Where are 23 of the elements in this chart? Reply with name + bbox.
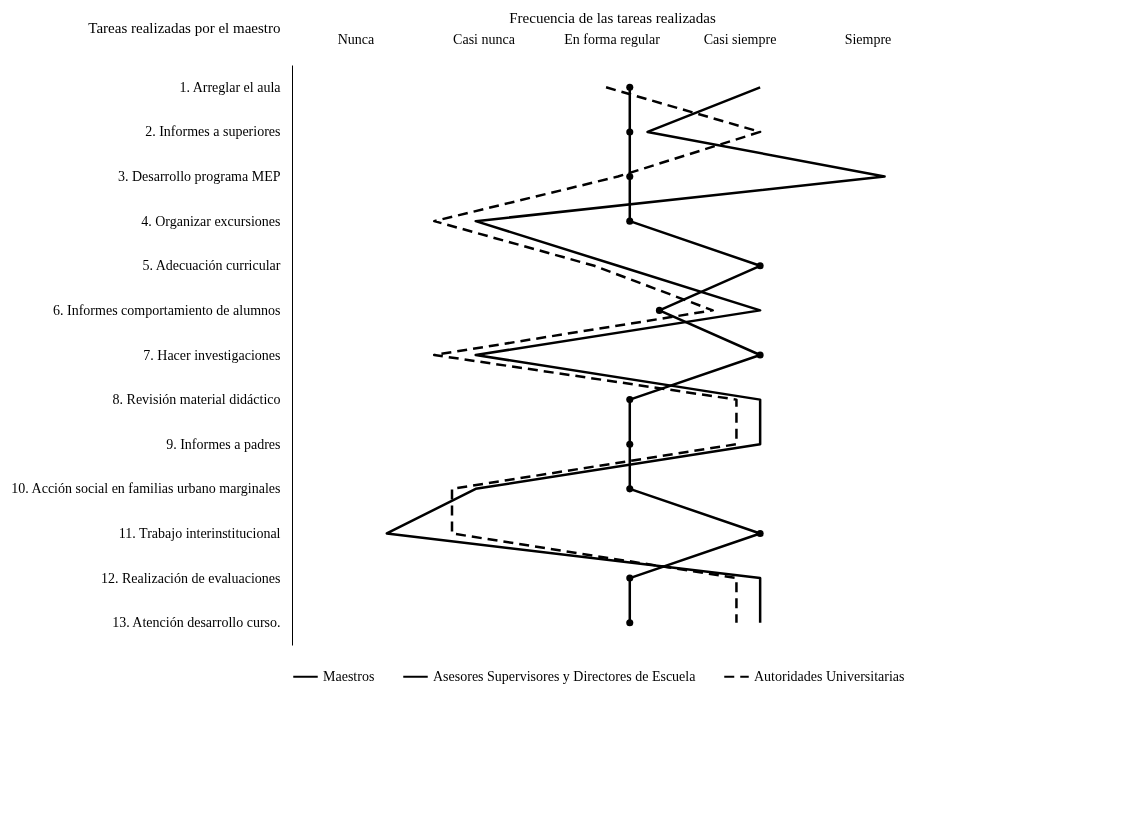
y-tick-label: 11. Trabajo interinstitucional <box>118 525 281 541</box>
y-tick-label: 3. Desarrollo programa MEP <box>117 169 281 185</box>
y-tick-label: 8. Revisión material didáctico <box>112 392 281 408</box>
y-tick-label: 6. Informes comportamiento de alumnos <box>53 302 281 318</box>
text: Nunca <box>337 32 376 47</box>
text: Siempre <box>844 32 892 47</box>
y-tick-label: 13. Atención desarrollo curso. <box>112 615 281 631</box>
y-tick-label: 5. Adecuación curricular <box>142 258 281 274</box>
legend-label: Maestros <box>323 668 375 684</box>
x-axis-title: Frecuencia de las tareas realizadas <box>509 9 716 26</box>
y-tick-label: 9. Informes a padres <box>166 436 281 452</box>
legend-label: Asesores Supervisores y Directores de Escuela <box>433 668 697 684</box>
legend-label: Autoridades Universitarias <box>754 668 905 684</box>
y-tick-label: 2. Informes a superiores <box>145 124 281 140</box>
y-tick-label: 1. Arreglar el aula <box>179 79 282 95</box>
text: En forma regular <box>564 32 661 47</box>
y-tick-label: 12. Realización de evaluaciones <box>100 570 281 586</box>
y-tick-label: 10. Acción social en familias urbano marginales <box>11 481 281 497</box>
y-axis-title: Tareas realizadas por el maestro <box>88 19 281 36</box>
y-tick-label: 7. Hacer investigaciones <box>143 347 281 363</box>
text: Casi nunca <box>453 32 516 47</box>
y-tick-label: 4. Organizar excursiones <box>141 213 281 229</box>
text: Casi siempre <box>703 32 777 47</box>
